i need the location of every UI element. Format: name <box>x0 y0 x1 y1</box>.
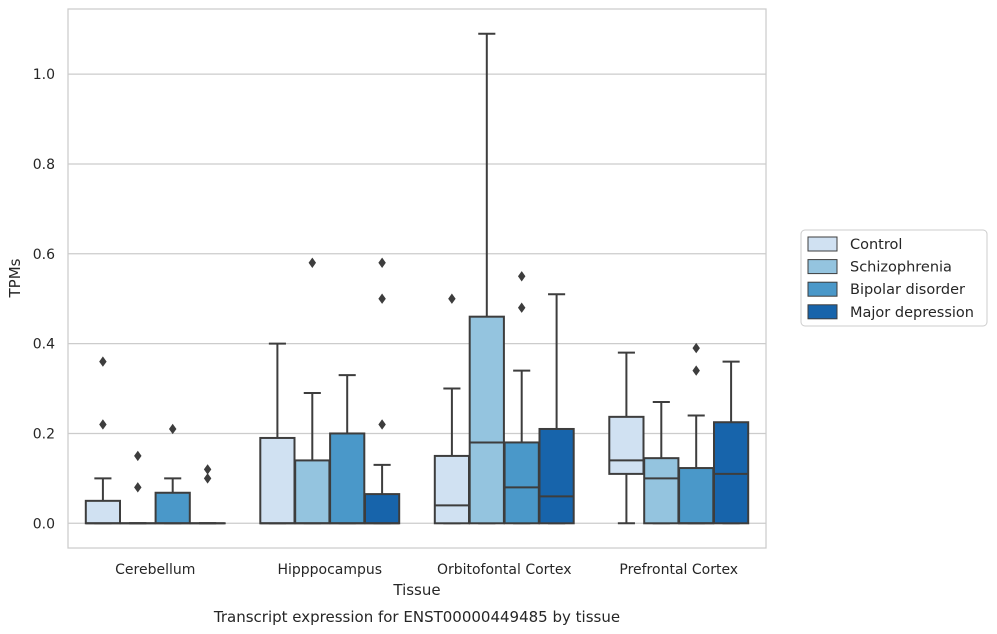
outlier-point <box>308 257 317 268</box>
outlier-point <box>692 365 700 376</box>
outlier-point <box>203 473 212 484</box>
x-axis-title: Tissue <box>392 581 440 599</box>
y-tick-label: 0.6 <box>33 247 55 263</box>
box <box>154 491 191 525</box>
legend-swatch <box>807 281 838 297</box>
x-tick-label: Orbitofontal Cortex <box>437 562 572 578</box>
outlier-point <box>448 293 456 304</box>
x-tick-label: Prefrontal Cortex <box>619 562 738 578</box>
box <box>294 459 331 525</box>
outlier-point <box>99 356 107 367</box>
series-control <box>84 293 645 525</box>
box <box>712 421 750 525</box>
box <box>468 315 505 525</box>
outlier-point <box>517 302 526 313</box>
legend-label: Schizophrenia <box>850 260 952 276</box>
legend-swatch <box>807 259 838 275</box>
series-schizophrenia <box>119 32 680 525</box>
y-axis-title: TPMs <box>6 258 24 298</box>
legend-label: Bipolar disorder <box>850 282 965 298</box>
outlier-point <box>168 423 177 435</box>
legend-frame <box>800 229 988 327</box>
box <box>538 427 575 525</box>
box <box>643 457 680 525</box>
x-axis-ticks: Cerebellum Hipppocampus Orbitofontal Corte… <box>115 562 738 578</box>
legend-label: Control <box>850 237 902 253</box>
outlier-point <box>203 464 212 475</box>
legend-label: Major depression <box>850 305 974 321</box>
x-tick-label: Cerebellum <box>115 562 195 578</box>
box <box>678 467 715 525</box>
legend-swatch <box>807 304 838 320</box>
box <box>363 493 401 525</box>
box <box>329 432 366 525</box>
outlier-point <box>378 419 386 430</box>
outlier-point <box>378 293 386 304</box>
y-tick-label: 0.2 <box>33 426 55 442</box>
y-tick-label: 1.0 <box>33 67 55 83</box>
legend: Control Schizophrenia Bipolar disorder Majo… <box>800 229 988 327</box>
series-major-depression <box>189 257 750 525</box>
box <box>259 436 296 525</box>
outlier-point <box>134 482 142 493</box>
box <box>433 454 471 525</box>
x-tick-label: Hipppocampus <box>277 562 382 578</box>
plot-frame <box>67 8 767 549</box>
outlier-point <box>692 342 700 354</box>
box <box>503 441 540 525</box>
box-series <box>84 32 750 525</box>
figure-caption: Transcript expression for ENST0000044948… <box>213 608 620 626</box>
y-tick-label: 0.8 <box>33 157 55 173</box>
box <box>84 499 122 525</box>
legend-swatch <box>807 236 838 252</box>
outlier-point <box>378 257 386 268</box>
outlier-point <box>134 450 142 462</box>
y-tick-label: 0.4 <box>33 337 55 353</box>
outlier-point <box>99 419 107 430</box>
y-tick-label: 0.0 <box>33 516 55 532</box>
series-bipolar-disorder <box>154 271 715 525</box>
box <box>608 415 645 475</box>
outlier-point <box>517 271 526 282</box>
y-axis-ticks: 0.0 0.2 0.4 0.6 0.8 1.0 <box>33 67 55 532</box>
